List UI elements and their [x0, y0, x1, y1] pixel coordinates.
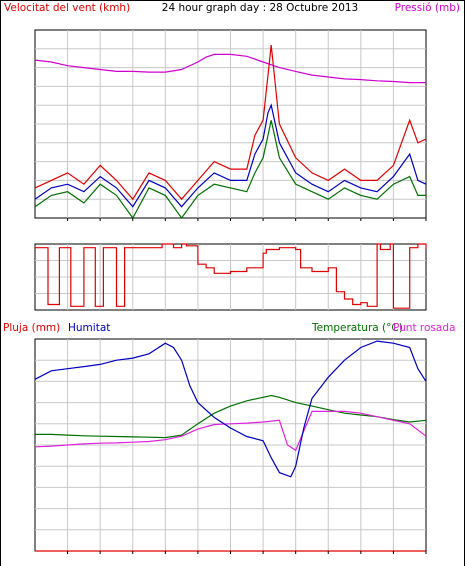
page-title: 24 hour graph day : 28 Octubre 2013 [162, 2, 358, 14]
pressure-line [34, 53, 426, 84]
humidity-temperature-panel [34, 338, 427, 554]
dewpoint-axis-title: Punt rosada [393, 322, 455, 334]
wind-min-line [34, 120, 426, 220]
temperature-line [35, 394, 427, 439]
humidity-axis-title: Humitat [68, 322, 110, 334]
rain-axis-title: Pluja (mm) [3, 322, 60, 334]
wind-pressure-panel [34, 29, 427, 221]
wind-axis-title: Velocitat del vent (kmh) [4, 2, 130, 14]
wind-direction-panel [34, 243, 427, 311]
gust-line [34, 44, 427, 201]
temperature-axis-title: Temperatura (°C) [311, 322, 403, 334]
wind-avg-line [34, 103, 427, 208]
direction-line [35, 243, 427, 309]
dewpoint-line [34, 410, 427, 452]
humidity-line [34, 340, 427, 478]
pressure-axis-title: Pressió (mb) [395, 2, 460, 14]
